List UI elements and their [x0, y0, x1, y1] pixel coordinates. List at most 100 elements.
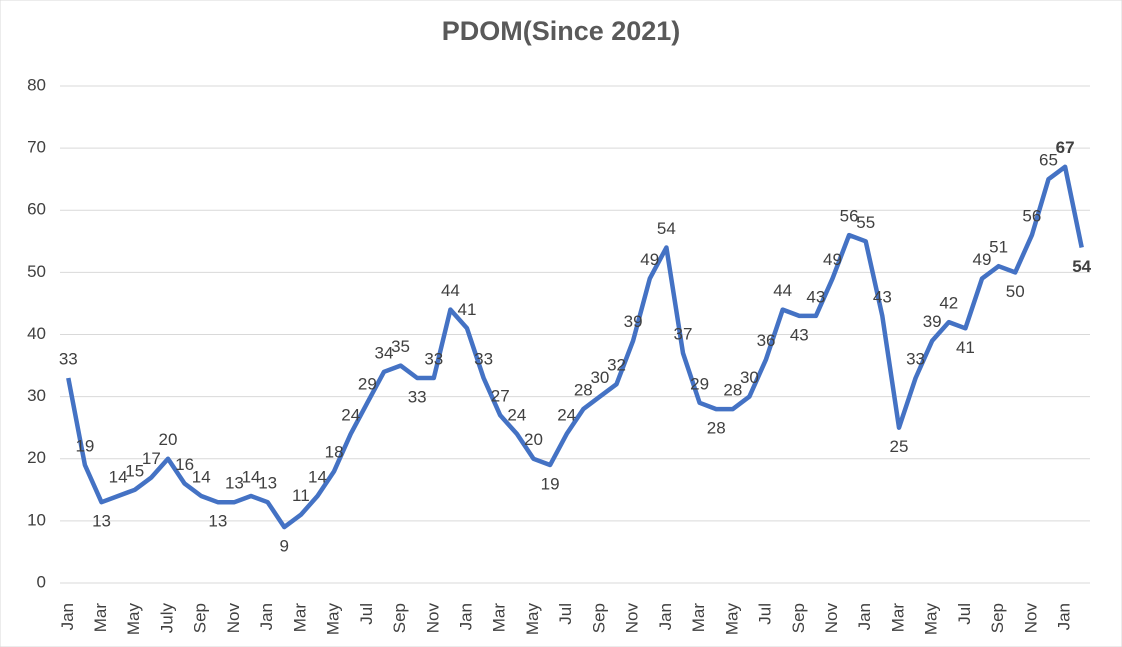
- data-label: 44: [773, 281, 792, 300]
- data-label: 39: [923, 312, 942, 331]
- data-label: 49: [973, 250, 992, 269]
- data-label: 33: [906, 349, 925, 368]
- data-label: 28: [707, 419, 726, 438]
- x-tick-label: Mar: [888, 603, 907, 633]
- data-label: 11: [292, 486, 310, 505]
- data-label: 34: [374, 343, 393, 362]
- x-tick-label: May: [922, 603, 941, 636]
- data-label: 54: [1072, 257, 1091, 276]
- x-tick-label: May: [523, 603, 542, 636]
- data-label: 15: [125, 461, 144, 480]
- data-label: 29: [690, 374, 709, 393]
- x-tick-label: May: [324, 603, 343, 636]
- x-tick-label: Jan: [1055, 603, 1074, 630]
- data-label: 36: [757, 331, 776, 350]
- data-label: 42: [939, 294, 958, 313]
- x-tick-label: Nov: [623, 603, 642, 634]
- data-label: 32: [607, 356, 626, 375]
- x-tick-label: Jan: [656, 603, 675, 630]
- data-label: 20: [159, 430, 178, 449]
- x-tick-label: Sep: [390, 603, 409, 633]
- data-label: 33: [474, 349, 493, 368]
- data-label: 13: [258, 474, 277, 493]
- data-label: 24: [341, 405, 360, 424]
- data-label: 17: [142, 449, 161, 468]
- data-label: 25: [889, 437, 908, 456]
- data-label: 20: [524, 430, 543, 449]
- data-label: 14: [308, 468, 327, 487]
- y-tick-label: 40: [27, 324, 46, 343]
- x-tick-label: Sep: [191, 603, 210, 633]
- data-label: 49: [823, 250, 842, 269]
- y-tick-label: 70: [27, 138, 46, 157]
- data-label: 9: [280, 537, 289, 556]
- x-tick-label: Jul: [556, 603, 575, 625]
- data-line: [66, 164, 1084, 530]
- y-tick-label: 10: [27, 510, 46, 529]
- data-label: 27: [491, 387, 510, 406]
- data-label: 33: [424, 349, 443, 368]
- x-tick-label: Nov: [1021, 603, 1040, 634]
- data-label: 43: [806, 287, 825, 306]
- data-label: 28: [723, 381, 742, 400]
- data-label: 29: [358, 374, 377, 393]
- chart-title: PDOM(Since 2021): [442, 16, 681, 46]
- data-label: 24: [557, 405, 576, 424]
- data-label: 41: [956, 338, 975, 357]
- y-tick-label: 20: [27, 448, 46, 467]
- x-tick-label: Jul: [756, 603, 775, 625]
- data-label: 13: [225, 474, 244, 493]
- x-tick-label: Mar: [490, 603, 509, 633]
- x-tick-label: Jul: [357, 603, 376, 625]
- x-tick-label: Jan: [855, 603, 874, 630]
- data-label: 19: [75, 436, 94, 455]
- data-label: 14: [109, 468, 128, 487]
- data-label: 35: [391, 337, 410, 356]
- x-tick-label: Sep: [589, 603, 608, 633]
- data-label: 33: [59, 349, 78, 368]
- data-label: 28: [574, 381, 593, 400]
- data-label: 67: [1056, 138, 1075, 157]
- x-tick-label: Nov: [822, 603, 841, 634]
- data-label: 14: [242, 468, 261, 487]
- x-tick-label: Nov: [224, 603, 243, 634]
- data-label: 19: [541, 474, 560, 493]
- data-label: 41: [458, 300, 477, 319]
- data-label: 16: [175, 455, 194, 474]
- data-label: 65: [1039, 151, 1058, 170]
- data-label: 55: [856, 213, 875, 232]
- x-tick-label: Jan: [457, 603, 476, 630]
- y-tick-label: 80: [27, 75, 46, 94]
- x-tick-label: Sep: [789, 603, 808, 633]
- data-label: 43: [873, 287, 892, 306]
- data-label: 30: [590, 368, 609, 387]
- data-label: 39: [624, 312, 643, 331]
- x-tick-label: Sep: [988, 603, 1007, 633]
- data-label: 51: [989, 238, 1008, 257]
- data-label: 49: [640, 250, 659, 269]
- y-tick-label: 60: [27, 200, 46, 219]
- x-tick-label: May: [722, 603, 741, 636]
- data-label: 50: [1006, 282, 1025, 301]
- x-tick-label: Nov: [423, 603, 442, 634]
- data-label: 13: [92, 512, 111, 531]
- data-label: 54: [657, 219, 676, 238]
- x-tick-label: May: [124, 603, 143, 636]
- x-tick-label: Mar: [290, 603, 309, 633]
- x-tick-label: Mar: [689, 603, 708, 633]
- data-label: 56: [840, 207, 859, 226]
- data-label: 18: [325, 443, 344, 462]
- data-label: 56: [1022, 207, 1041, 226]
- data-label: 14: [192, 468, 211, 487]
- data-label: 44: [441, 281, 460, 300]
- data-label: 43: [790, 325, 809, 344]
- x-tick-label: Jul: [955, 603, 974, 625]
- x-tick-label: Mar: [91, 603, 110, 633]
- y-tick-label: 30: [27, 386, 46, 405]
- data-label: 13: [208, 512, 227, 531]
- data-label: 30: [740, 368, 759, 387]
- data-label: 33: [408, 387, 427, 406]
- y-tick-label: 0: [37, 572, 46, 591]
